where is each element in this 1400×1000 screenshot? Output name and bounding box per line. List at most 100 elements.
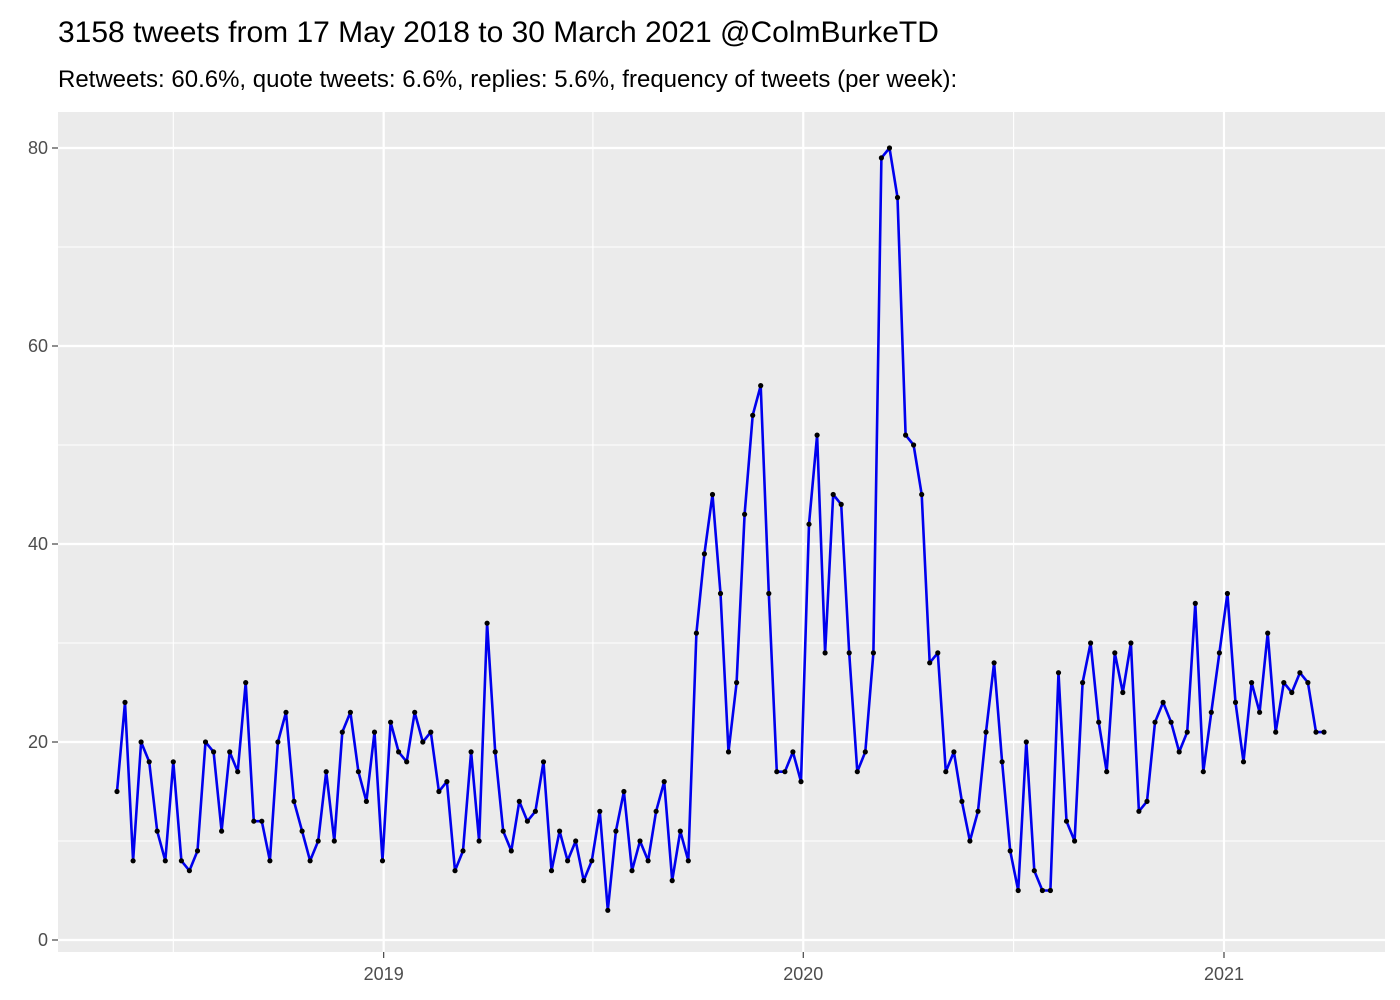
data-point — [903, 432, 909, 438]
data-point — [1120, 689, 1126, 696]
data-point — [420, 739, 426, 745]
data-point — [1136, 808, 1142, 814]
data-point — [211, 749, 217, 755]
data-point — [476, 838, 482, 844]
data-point — [1007, 848, 1013, 854]
data-point — [516, 798, 522, 805]
data-point — [114, 788, 120, 795]
data-point — [693, 630, 700, 636]
data-point — [911, 442, 917, 448]
data-point — [484, 620, 490, 626]
data-point — [548, 868, 555, 874]
data-point — [396, 749, 402, 755]
data-point — [460, 848, 466, 854]
data-point — [1015, 887, 1021, 894]
data-point — [452, 868, 458, 874]
data-point — [967, 838, 973, 844]
data-point — [669, 878, 675, 884]
data-point — [782, 769, 788, 775]
data-point — [1176, 749, 1182, 755]
data-point — [1224, 590, 1230, 597]
data-point — [951, 749, 957, 755]
data-series — [114, 145, 1327, 913]
data-point — [822, 650, 828, 656]
data-point — [404, 759, 410, 765]
panel-background — [58, 112, 1385, 952]
data-point — [1200, 769, 1206, 775]
data-point — [1281, 680, 1287, 686]
data-point — [388, 719, 394, 725]
data-point — [202, 739, 209, 745]
data-point — [323, 769, 329, 775]
data-point — [492, 749, 498, 755]
data-point — [717, 590, 724, 597]
data-point — [1031, 868, 1037, 874]
data-point — [685, 858, 691, 864]
data-point — [661, 779, 667, 785]
data-point — [645, 858, 651, 864]
data-point — [219, 828, 225, 834]
data-point — [1080, 680, 1086, 686]
data-point — [1128, 640, 1134, 646]
data-point — [935, 650, 941, 656]
data-point — [315, 838, 321, 844]
data-point — [1273, 729, 1279, 735]
data-point — [709, 491, 716, 498]
data-point — [565, 858, 571, 864]
data-point — [371, 729, 378, 735]
data-point — [267, 858, 273, 864]
data-point — [1072, 838, 1078, 844]
data-point — [1184, 729, 1190, 735]
data-point — [1208, 709, 1214, 715]
data-point — [1249, 680, 1255, 686]
data-point — [436, 788, 442, 795]
data-point — [605, 907, 611, 913]
data-point — [589, 858, 595, 864]
data-point — [1321, 729, 1327, 735]
data-point — [540, 759, 547, 765]
data-point — [613, 828, 619, 834]
axes: 0 20 40 60 80 2019 2020 2021 — [28, 138, 1244, 984]
data-point — [943, 769, 949, 775]
data-point — [894, 194, 901, 201]
data-point — [597, 808, 603, 814]
data-point — [468, 749, 474, 755]
data-point — [557, 828, 563, 834]
data-point — [742, 511, 748, 517]
data-point — [299, 828, 305, 834]
data-point — [1192, 600, 1198, 607]
data-point — [1216, 650, 1222, 656]
data-point — [363, 798, 369, 805]
data-point — [975, 808, 981, 814]
data-point — [1313, 729, 1319, 735]
data-point — [170, 759, 176, 765]
data-point — [1265, 630, 1271, 636]
x-tick-label: 2019 — [364, 964, 404, 984]
data-point — [275, 739, 281, 745]
data-point — [677, 828, 683, 834]
data-point — [1023, 739, 1029, 745]
data-point — [878, 155, 885, 161]
data-point — [886, 145, 893, 151]
data-point — [412, 709, 418, 715]
data-point — [983, 729, 989, 735]
x-tick-label: 2021 — [1204, 964, 1244, 984]
data-point — [194, 848, 201, 854]
chart-subtitle: Retweets: 60.6%, quote tweets: 6.6%, rep… — [58, 66, 957, 93]
data-point — [1088, 640, 1094, 646]
data-point — [637, 838, 643, 844]
data-point — [379, 858, 386, 864]
data-point — [162, 858, 168, 864]
data-point — [766, 590, 772, 597]
data-point — [750, 412, 756, 418]
data-point — [138, 739, 144, 745]
data-point — [1297, 670, 1303, 676]
data-point — [1144, 798, 1150, 805]
data-point — [999, 759, 1005, 765]
y-tick-label: 20 — [28, 732, 48, 752]
data-point — [790, 749, 796, 755]
data-point — [347, 709, 353, 715]
data-point — [307, 858, 313, 864]
data-point — [1063, 818, 1070, 824]
data-point — [806, 521, 812, 527]
